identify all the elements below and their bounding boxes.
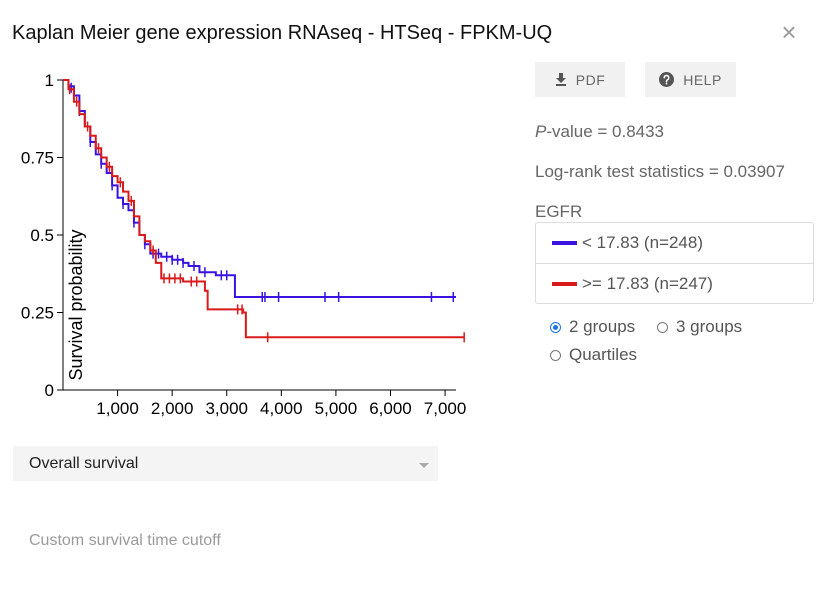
legend-swatch-low [552, 241, 577, 245]
y-tick-label: 1 [45, 71, 54, 90]
p-value: P-value = 0.8433 [535, 122, 665, 141]
radio-quartiles[interactable]: Quartiles [550, 345, 637, 365]
download-icon [555, 73, 567, 86]
x-tick-label: 7,000 [424, 399, 467, 418]
survival-type-value: Overall survival [29, 454, 139, 472]
radio-label: Quartiles [569, 345, 638, 364]
y-tick-label: 0.75 [21, 149, 54, 168]
radio-2-groups[interactable]: 2 groups [550, 317, 635, 337]
x-tick-label: 3,000 [205, 399, 248, 418]
survival-curve-low [63, 79, 456, 298]
radio-circle[interactable] [550, 349, 561, 361]
radio-3-groups[interactable]: 3 groups [657, 317, 742, 337]
legend: < 17.83 (n=248) >= 17.83 (n=247) [535, 222, 814, 304]
pdf-button[interactable]: PDF [535, 62, 625, 97]
x-tick-label: 6,000 [369, 399, 412, 418]
chevron-down-icon [419, 463, 429, 468]
legend-item-high[interactable]: >= 17.83 (n=247) [536, 263, 813, 303]
legend-swatch-high [552, 281, 577, 286]
x-tick-label: 2,000 [151, 399, 194, 418]
help-button[interactable]: HELP [645, 62, 736, 97]
y-tick-label: 0 [45, 381, 54, 400]
x-tick-label: 4,000 [260, 399, 303, 418]
x-tick-label: 5,000 [315, 399, 358, 418]
pdf-button-label: PDF [575, 71, 606, 88]
y-tick-label: 0.25 [21, 304, 54, 323]
radio-label: 2 groups [569, 317, 636, 336]
gene-label: EGFR [535, 202, 583, 221]
x-tick-label: 1,000 [96, 399, 139, 418]
help-button-label: HELP [683, 71, 722, 88]
km-survival-chart: 0 0.25 0.5 0.75 1 1,000 2,000 3,000 4,000 5,000 6,… [21, 71, 467, 418]
close-icon[interactable]: × [781, 17, 797, 47]
help-icon [659, 72, 675, 87]
legend-label-low: < 17.83 (n=248) [582, 233, 703, 252]
radio-circle[interactable] [550, 321, 561, 333]
radio-circle[interactable] [657, 321, 668, 333]
radio-label: 3 groups [676, 317, 743, 336]
survival-cutoff-input[interactable]: Custom survival time cutoff [29, 532, 221, 549]
y-tick-label: 0.5 [30, 226, 54, 245]
survival-type-select[interactable]: Overall survival [13, 446, 438, 481]
dialog-title: Kaplan Meier gene expression RNAseq - HT… [12, 22, 553, 44]
logrank-statistic: Log-rank test statistics = 0.03907 [535, 162, 785, 181]
survival-curve-high [63, 79, 465, 339]
legend-label-high: >= 17.83 (n=247) [582, 273, 713, 293]
legend-item-low[interactable]: < 17.83 (n=248) [536, 223, 813, 263]
y-axis-label: Survival probability [66, 229, 86, 380]
